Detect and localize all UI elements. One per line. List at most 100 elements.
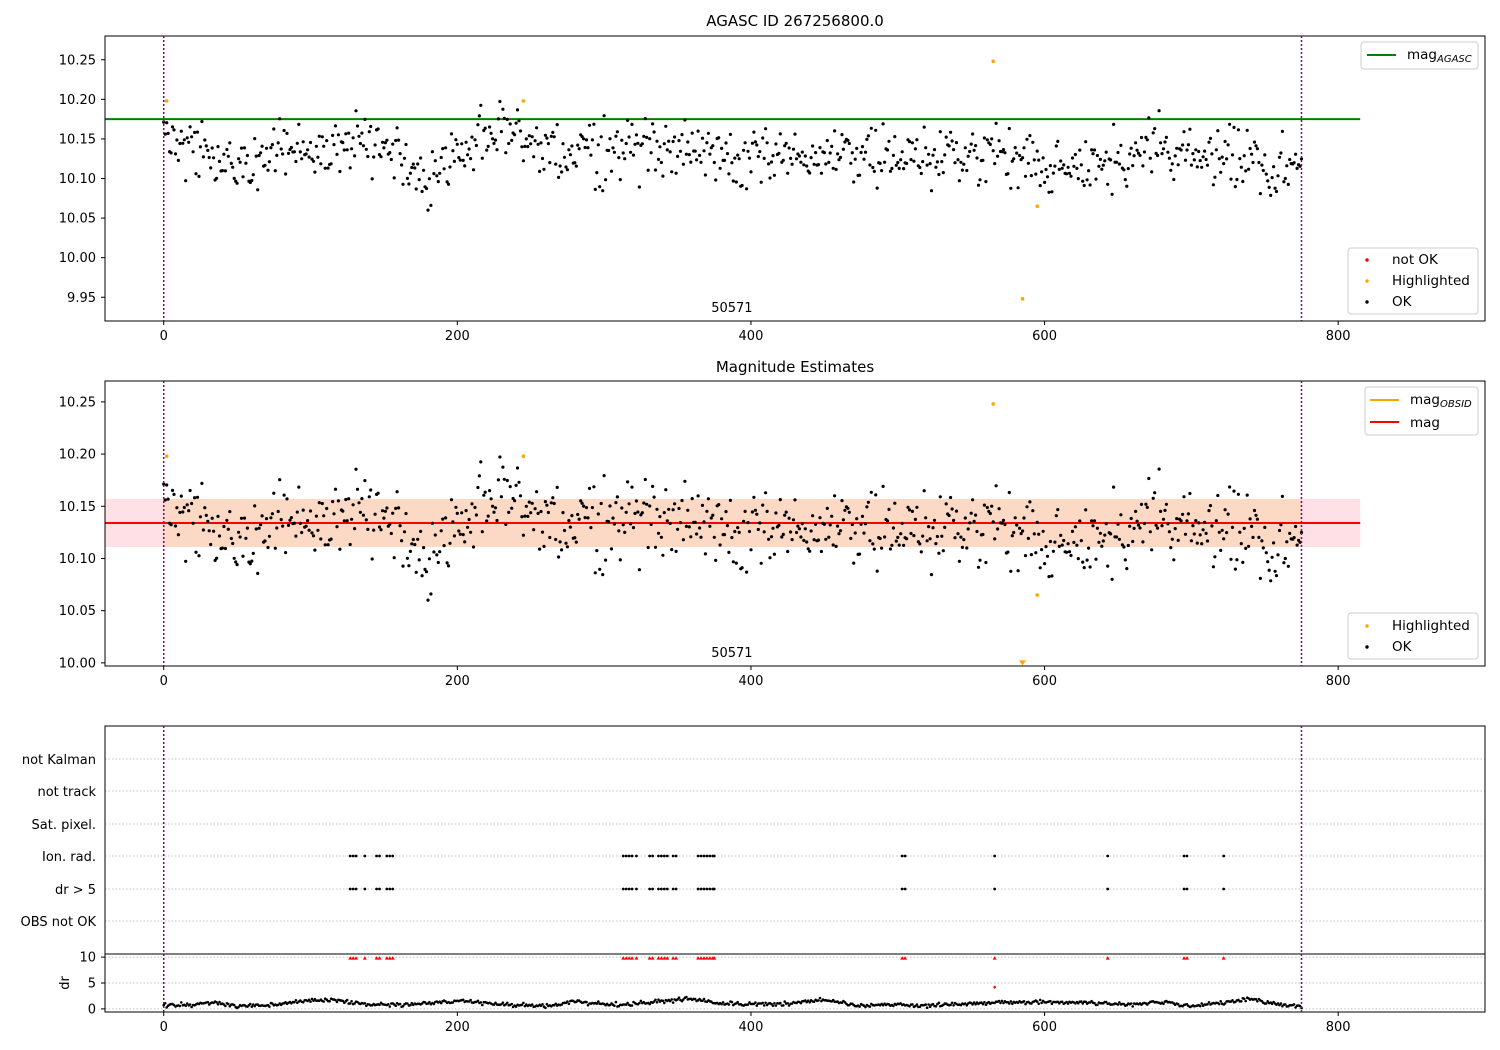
flag-point — [348, 854, 352, 858]
ok-point — [866, 134, 871, 138]
ok-point — [1048, 164, 1052, 168]
ok-point — [653, 545, 658, 549]
ok-point — [730, 161, 734, 165]
ok-point — [538, 547, 542, 551]
ok-point — [888, 547, 893, 551]
ok-point — [361, 513, 365, 517]
ok-point — [1106, 182, 1110, 186]
ok-point — [737, 157, 741, 161]
ok-point — [852, 561, 856, 565]
ok-point — [745, 187, 749, 191]
ok-point — [759, 561, 763, 565]
ok-point — [1198, 533, 1202, 537]
ok-point — [317, 501, 321, 505]
ok-point — [360, 131, 364, 135]
ok-point — [1270, 555, 1274, 559]
dr-clipped-marker — [377, 956, 382, 960]
dr-point — [817, 999, 820, 1002]
ok-point — [1277, 528, 1282, 533]
dr-point — [348, 1002, 352, 1005]
ok-point — [929, 189, 934, 193]
ok-point — [834, 167, 838, 171]
ok-point — [560, 170, 564, 174]
ok-point — [1185, 519, 1189, 523]
ok-point — [753, 508, 758, 512]
ok-point — [681, 538, 686, 542]
ok-point — [228, 141, 232, 145]
ok-point — [408, 171, 412, 175]
ok-point — [703, 552, 708, 556]
ok-point — [1037, 532, 1041, 536]
ok-point — [1151, 496, 1155, 500]
ok-point — [900, 150, 904, 154]
ok-point — [460, 511, 464, 515]
ok-point — [960, 545, 965, 550]
ok-point — [1241, 179, 1245, 184]
dr-point — [787, 1004, 791, 1007]
ok-point — [1279, 523, 1283, 527]
ok-point — [649, 522, 653, 527]
ok-point — [1028, 134, 1032, 138]
ok-point — [1175, 517, 1179, 521]
ok-point — [747, 529, 752, 534]
dr-point — [1038, 998, 1042, 1002]
ok-point — [1145, 138, 1149, 142]
ok-point — [1214, 148, 1218, 152]
ok-point — [508, 122, 512, 126]
ok-point — [203, 506, 207, 510]
ok-point — [1235, 177, 1239, 182]
ok-point — [1132, 154, 1136, 158]
ok-point — [700, 503, 705, 507]
ok-point — [1233, 185, 1237, 189]
dr-point — [779, 1001, 782, 1005]
ok-point — [1101, 163, 1105, 167]
ok-point — [885, 519, 890, 523]
ok-point — [1222, 537, 1226, 541]
dr-clipped-marker — [630, 956, 635, 960]
ok-point — [941, 171, 945, 175]
ok-point — [361, 144, 365, 148]
ok-point — [1136, 523, 1141, 527]
ok-point — [549, 501, 553, 505]
ok-point — [523, 514, 527, 518]
dr-point — [762, 1004, 766, 1007]
ok-point — [1025, 137, 1029, 141]
flag-point — [624, 887, 628, 891]
ok-point — [609, 169, 614, 173]
ok-point — [1051, 549, 1055, 553]
dr-point — [997, 999, 1001, 1003]
ok-point — [298, 521, 302, 526]
ok-point — [231, 541, 235, 546]
ok-point — [1022, 146, 1026, 150]
ok-point — [1104, 522, 1108, 526]
flag-point — [391, 887, 395, 891]
ok-point — [1283, 556, 1287, 561]
dr-point — [294, 999, 298, 1002]
ok-point — [708, 524, 712, 528]
ok-point — [1110, 577, 1114, 581]
ok-point — [790, 162, 794, 166]
ok-point — [366, 527, 370, 532]
ok-point — [596, 512, 600, 516]
ok-point — [444, 516, 448, 520]
ok-point — [880, 169, 884, 173]
ok-point — [665, 148, 669, 152]
ok-point — [825, 506, 829, 510]
ok-point — [720, 517, 724, 521]
ok-point — [1239, 542, 1243, 546]
dr-point — [736, 1000, 739, 1004]
flag-point — [651, 854, 654, 858]
dr-point — [378, 1003, 381, 1006]
dr-point — [1266, 1000, 1269, 1003]
ok-point — [515, 108, 520, 112]
ok-point — [1034, 551, 1038, 555]
dr-point — [868, 1005, 872, 1008]
ok-point — [463, 164, 467, 168]
dr-point — [232, 1003, 236, 1007]
ok-point — [198, 515, 202, 519]
ok-point — [190, 135, 194, 139]
ok-point — [344, 497, 348, 502]
ok-point — [184, 179, 188, 183]
ok-point — [1285, 540, 1289, 544]
ok-point — [894, 539, 898, 543]
